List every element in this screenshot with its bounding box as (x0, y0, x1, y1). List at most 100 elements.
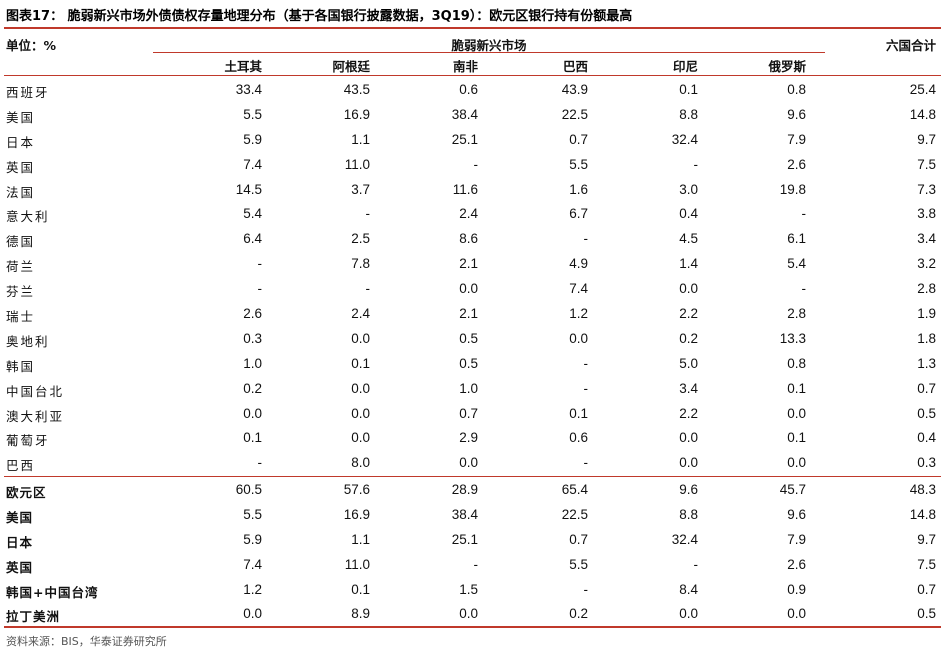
total-cell: 14.8 (909, 106, 936, 122)
value-cell: 1.0 (243, 355, 262, 371)
table-row: 美国 5.5 16.9 38.4 22.5 8.8 9.6 14.8 (0, 103, 947, 128)
total-cell: 7.5 (917, 156, 936, 172)
value-cell: 0.0 (787, 455, 806, 471)
table-row: 法国 14.5 3.7 11.6 1.6 3.0 19.8 7.3 (0, 178, 947, 203)
table-row: 日本 5.9 1.1 25.1 0.7 32.4 7.9 9.7 (0, 528, 947, 553)
value-cell: - (693, 156, 699, 172)
value-cell: 7.4 (569, 281, 588, 297)
total-cell: 0.5 (917, 606, 936, 622)
value-cell: - (583, 380, 589, 396)
value-cell: 43.9 (561, 82, 588, 97)
value-cell: 1.0 (459, 380, 478, 396)
value-cell: 0.1 (787, 430, 806, 446)
value-cell: 0.1 (569, 405, 588, 421)
value-cell: 14.5 (235, 181, 262, 197)
value-cell: 0.8 (787, 355, 806, 371)
row-label: 韩国 (6, 358, 36, 374)
value-cell: 0.0 (787, 405, 806, 421)
value-cell: 0.9 (787, 581, 806, 597)
table-row: 荷兰 - 7.8 2.1 4.9 1.4 5.4 3.2 (0, 252, 947, 277)
group-header: 脆弱新兴市场 (451, 38, 527, 53)
total-cell: 1.3 (917, 355, 936, 371)
header-divider (4, 75, 941, 76)
value-cell: 0.7 (569, 531, 588, 547)
value-cell: 3.4 (679, 380, 698, 396)
row-label: 瑞士 (6, 309, 36, 325)
value-cell: 1.4 (679, 256, 698, 272)
value-cell: 38.4 (451, 506, 478, 522)
row-label: 意大利 (6, 209, 50, 225)
value-cell: 3.7 (351, 181, 370, 197)
value-cell: 6.7 (569, 206, 588, 222)
value-cell: 0.1 (787, 380, 806, 396)
value-cell: 2.4 (459, 206, 478, 222)
total-cell: 7.5 (917, 556, 936, 572)
value-cell: 19.8 (779, 181, 806, 197)
row-label: 日本 (6, 134, 36, 150)
value-cell: 2.4 (351, 306, 370, 322)
value-cell: 6.1 (787, 231, 806, 247)
value-cell: 32.4 (671, 531, 698, 547)
column-header-row: 土耳其 阿根廷 南非 巴西 印尼 俄罗斯 (0, 56, 947, 74)
row-label: 葡萄牙 (6, 433, 50, 449)
row-label: 荷兰 (6, 259, 36, 275)
value-cell: 1.6 (569, 181, 588, 197)
row-label: 德国 (6, 234, 36, 250)
table-row: 奥地利 0.3 0.0 0.5 0.0 0.2 13.3 1.8 (0, 327, 947, 352)
value-cell: 43.5 (343, 82, 370, 97)
value-cell: 5.5 (569, 156, 588, 172)
value-cell: 0.0 (243, 405, 262, 421)
value-cell: 0.2 (679, 330, 698, 346)
column-header-turkey: 土耳其 (224, 59, 262, 74)
value-cell: 25.1 (451, 131, 478, 147)
value-cell: 45.7 (779, 482, 806, 497)
value-cell: 0.2 (569, 606, 588, 622)
value-cell: 0.2 (243, 380, 262, 396)
table-row: 韩国+中国台湾 1.2 0.1 1.5 - 8.4 0.9 0.7 (0, 578, 947, 603)
total-cell: 1.9 (917, 306, 936, 322)
value-cell: - (257, 281, 263, 297)
total-header: 六国合计 (885, 38, 936, 53)
value-cell: 2.2 (679, 405, 698, 421)
group-divider (153, 52, 825, 53)
value-cell: 0.1 (243, 430, 262, 446)
value-cell: 11.0 (344, 156, 370, 172)
value-cell: - (693, 556, 699, 572)
value-cell: 38.4 (451, 106, 478, 122)
value-cell: 9.6 (787, 106, 806, 122)
value-cell: 5.5 (243, 506, 262, 522)
value-cell: 5.9 (243, 131, 262, 147)
value-cell: 0.1 (351, 581, 370, 597)
value-cell: 0.0 (679, 606, 698, 622)
value-cell: - (257, 256, 263, 272)
value-cell: 6.4 (243, 231, 262, 247)
value-cell: - (365, 206, 371, 222)
table-row: 欧元区 60.5 57.6 28.9 65.4 9.6 45.7 48.3 (0, 478, 947, 503)
value-cell: 0.0 (459, 281, 478, 297)
value-cell: 28.9 (451, 482, 478, 497)
value-cell: 0.0 (351, 380, 370, 396)
value-cell: 65.4 (561, 482, 588, 497)
value-cell: 0.0 (351, 330, 370, 346)
value-cell: 2.9 (459, 430, 478, 446)
value-cell: 0.0 (351, 405, 370, 421)
value-cell: 8.4 (679, 581, 698, 597)
row-label: 芬兰 (6, 284, 36, 300)
total-cell: 0.4 (917, 430, 936, 446)
value-cell: 2.1 (459, 306, 478, 322)
value-cell: 2.6 (787, 556, 806, 572)
row-label: 英国 (6, 159, 36, 175)
value-cell: 0.6 (459, 82, 478, 97)
value-cell: 9.6 (787, 506, 806, 522)
row-label: 西班牙 (6, 85, 50, 100)
value-cell: 0.0 (459, 455, 478, 471)
total-cell: 2.8 (917, 281, 936, 297)
value-cell: 22.5 (561, 106, 588, 122)
value-cell: 33.4 (235, 82, 262, 97)
row-label: 英国 (6, 559, 34, 575)
value-cell: 1.2 (243, 581, 262, 597)
value-cell: 0.0 (351, 430, 370, 446)
value-cell: 2.6 (787, 156, 806, 172)
value-cell: 0.1 (351, 355, 370, 371)
table-row: 葡萄牙 0.1 0.0 2.9 0.6 0.0 0.1 0.4 (0, 426, 947, 451)
